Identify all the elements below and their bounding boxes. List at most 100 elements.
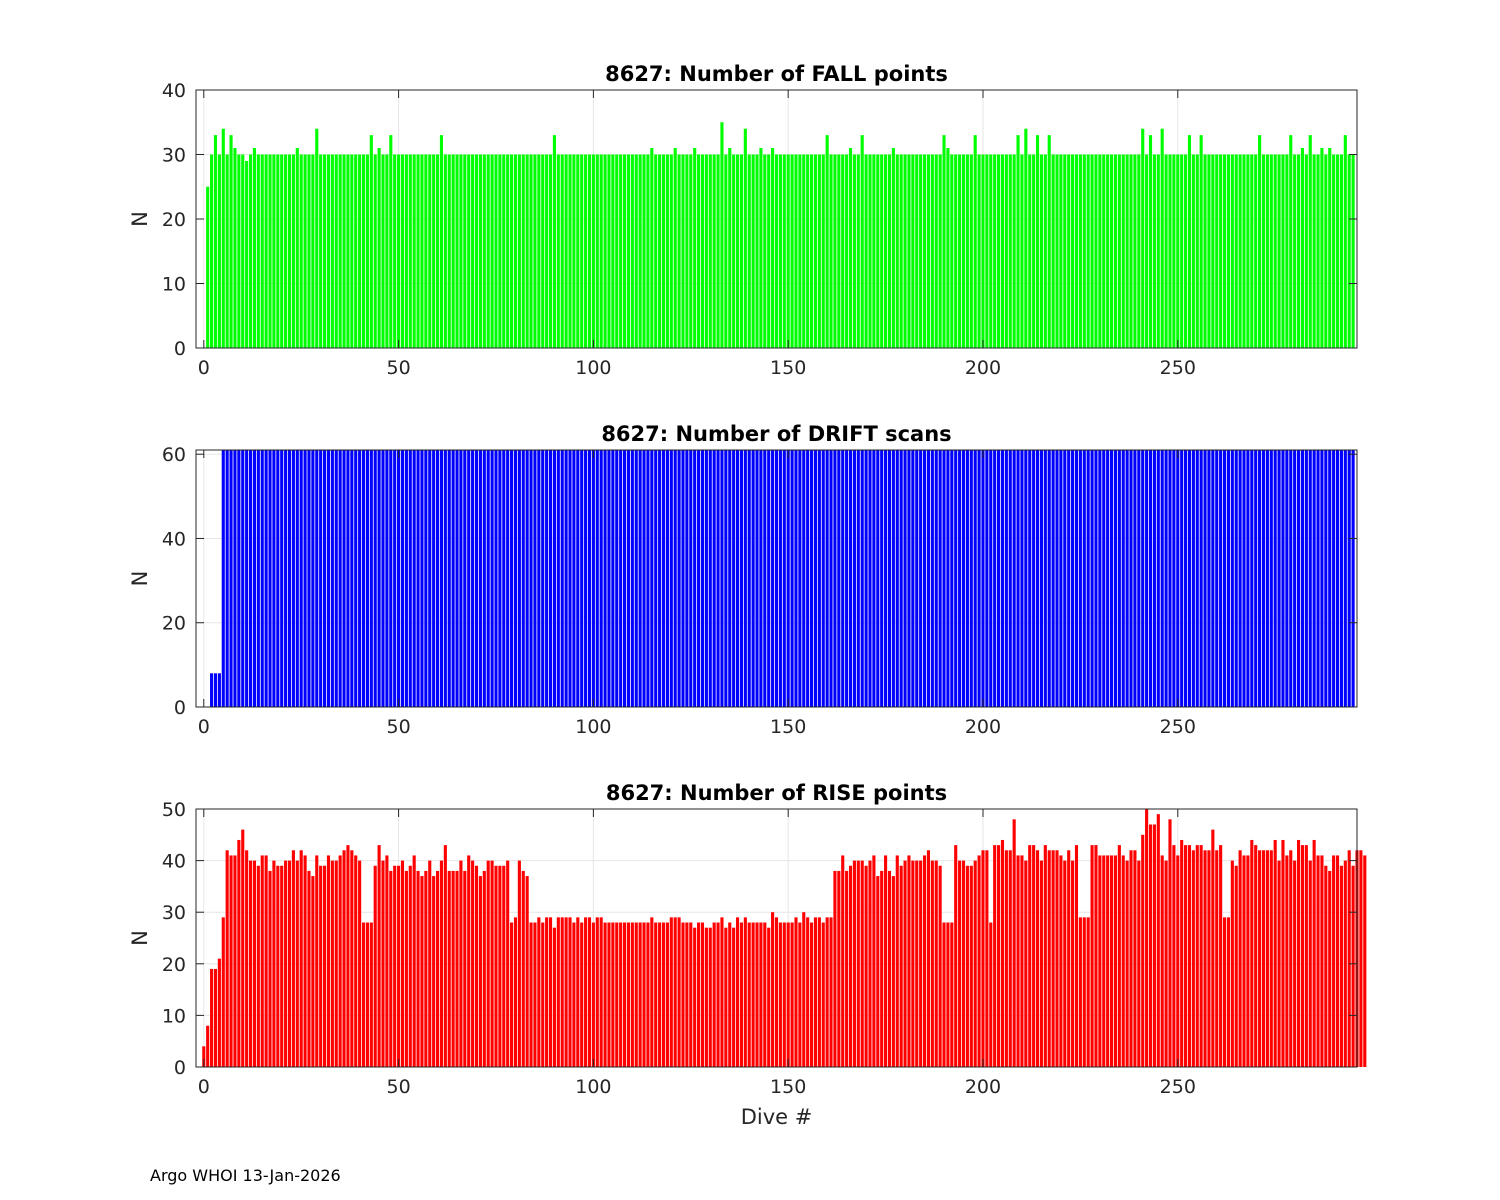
bar xyxy=(1195,845,1199,1067)
bar xyxy=(1008,154,1012,348)
y-tick-label: 40 xyxy=(162,851,186,873)
bar xyxy=(961,860,966,1067)
x-tick-label: 150 xyxy=(770,1076,806,1098)
bar xyxy=(704,927,708,1067)
bar xyxy=(291,850,295,1067)
bar xyxy=(848,865,853,1067)
bar xyxy=(1168,819,1172,1067)
bar xyxy=(622,154,627,348)
bar xyxy=(794,450,798,707)
bar xyxy=(1156,154,1160,348)
bar xyxy=(626,922,631,1067)
bar xyxy=(1137,450,1141,707)
bar xyxy=(930,154,934,348)
bar xyxy=(926,850,931,1067)
bar xyxy=(946,922,950,1067)
bar xyxy=(319,154,323,348)
bar xyxy=(319,450,323,707)
bar xyxy=(330,154,334,348)
bar xyxy=(938,865,942,1067)
bar xyxy=(474,450,479,707)
bar xyxy=(319,865,323,1067)
bar xyxy=(634,450,638,707)
bar xyxy=(439,860,444,1067)
bar xyxy=(1172,845,1176,1067)
bar xyxy=(233,450,237,707)
bar xyxy=(576,917,580,1067)
bar xyxy=(1328,148,1332,348)
y-axis-label: N xyxy=(128,571,152,587)
bar xyxy=(1297,450,1301,707)
bar xyxy=(299,850,303,1067)
bar xyxy=(891,450,895,707)
bar xyxy=(377,148,381,348)
bar xyxy=(587,917,592,1067)
bar xyxy=(650,148,654,348)
bar xyxy=(915,450,919,707)
bar xyxy=(346,450,350,707)
bar xyxy=(950,922,954,1067)
bar xyxy=(1238,450,1242,707)
bar xyxy=(1254,845,1258,1067)
bar xyxy=(837,154,841,348)
bar xyxy=(408,154,412,348)
bar xyxy=(1160,855,1164,1067)
bar xyxy=(521,870,525,1067)
bar xyxy=(1024,860,1028,1067)
bar xyxy=(447,450,451,707)
bar xyxy=(245,850,249,1067)
bar xyxy=(965,154,969,348)
bar xyxy=(498,865,502,1067)
bar xyxy=(385,450,389,707)
bar xyxy=(626,450,631,707)
bar xyxy=(229,135,233,348)
bar xyxy=(1230,450,1234,707)
bar xyxy=(1090,450,1094,707)
y-tick-label: 30 xyxy=(162,902,186,924)
x-tick-label: 200 xyxy=(965,716,1001,738)
bar xyxy=(786,922,790,1067)
bar xyxy=(1328,870,1332,1067)
bar xyxy=(248,450,253,707)
bar xyxy=(802,154,806,348)
bar xyxy=(213,673,218,707)
bar xyxy=(673,148,677,348)
bar xyxy=(872,450,876,707)
x-tick-label: 50 xyxy=(386,716,410,738)
bar xyxy=(669,154,673,348)
bar xyxy=(248,154,253,348)
bar xyxy=(658,154,662,348)
bar xyxy=(981,450,985,707)
bar xyxy=(393,450,397,707)
bar xyxy=(221,450,225,707)
bar xyxy=(615,450,619,707)
bar xyxy=(1102,450,1106,707)
bar xyxy=(1156,814,1160,1067)
bar xyxy=(307,870,311,1067)
bar xyxy=(416,154,420,348)
bar xyxy=(225,450,229,707)
bar xyxy=(884,154,888,348)
bar xyxy=(1051,154,1055,348)
bar xyxy=(1339,154,1343,348)
bar xyxy=(997,154,1001,348)
bar xyxy=(1265,850,1269,1067)
bar xyxy=(560,154,564,348)
bar xyxy=(872,154,876,348)
bar xyxy=(548,917,553,1067)
bar xyxy=(919,154,923,348)
x-tick-label: 100 xyxy=(575,357,611,379)
bar xyxy=(821,450,825,707)
bar xyxy=(1335,855,1340,1067)
bar xyxy=(513,154,518,348)
bar xyxy=(365,154,369,348)
bar xyxy=(864,154,868,348)
bar xyxy=(751,922,755,1067)
bar xyxy=(237,450,241,707)
bar xyxy=(1035,450,1040,707)
bar xyxy=(1187,135,1192,348)
bar xyxy=(646,154,650,348)
bar xyxy=(1219,450,1223,707)
bar xyxy=(256,154,260,348)
bar xyxy=(981,850,985,1067)
